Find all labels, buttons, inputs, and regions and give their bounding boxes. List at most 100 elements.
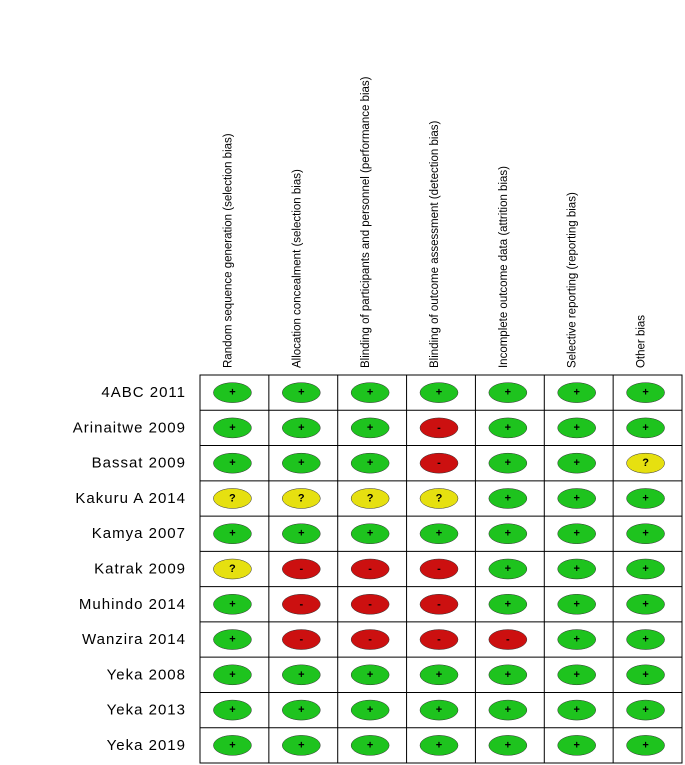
- judgment-symbol: +: [573, 669, 579, 681]
- judgment-symbol: +: [367, 704, 373, 716]
- judgment-symbol: +: [229, 422, 235, 434]
- judgment-symbol: +: [642, 704, 648, 716]
- judgment-dot: [419, 452, 459, 474]
- judgment-symbol: +: [298, 457, 304, 469]
- judgment-symbol: +: [573, 739, 579, 751]
- judgment-dot: [213, 523, 252, 544]
- judgment-symbol: ?: [436, 492, 443, 504]
- judgment-symbol: +: [573, 598, 579, 610]
- judgment-dot: [419, 629, 459, 650]
- judgment-symbol: +: [229, 457, 235, 469]
- judgment-symbol: ?: [367, 492, 374, 504]
- judgment-symbol: +: [436, 704, 442, 716]
- judgment-dot: [419, 735, 459, 756]
- judgment-symbol: ?: [229, 492, 236, 504]
- judgment-dot: [350, 664, 390, 686]
- judgment-symbol: -: [437, 563, 441, 575]
- column-header: Incomplete outcome data (attrition bias): [498, 166, 510, 368]
- judgment-symbol: -: [368, 634, 372, 646]
- judgment-dot: [419, 523, 459, 544]
- judgment-dot: [488, 523, 528, 544]
- judgment-dot: [419, 594, 459, 615]
- judgment-dot: [488, 558, 528, 580]
- judgment-symbol: +: [573, 457, 579, 469]
- judgment-symbol: +: [505, 704, 511, 716]
- column-header: Blinding of participants and personnel (…: [360, 76, 372, 368]
- judgment-dot: [419, 664, 459, 686]
- judgment-dot: [213, 452, 252, 474]
- judgment-symbol: +: [229, 739, 235, 751]
- judgment-dot: [213, 594, 252, 615]
- judgment-dot: [350, 382, 390, 403]
- judgment-dot: [213, 382, 252, 403]
- judgment-dot: [282, 594, 321, 615]
- judgment-symbol: +: [642, 634, 648, 646]
- judgment-symbol: -: [506, 634, 510, 646]
- study-label: 4ABC 2011: [101, 384, 186, 401]
- judgment-symbol: +: [573, 634, 579, 646]
- judgment-symbol: +: [505, 387, 511, 399]
- study-label: Yeka 2013: [107, 702, 186, 719]
- judgment-symbol: +: [298, 669, 304, 681]
- judgment-symbol: +: [505, 739, 511, 751]
- judgment-symbol: +: [573, 563, 579, 575]
- judgment-dot: [350, 558, 390, 580]
- judgment-symbol: +: [505, 457, 511, 469]
- judgment-symbol: +: [229, 634, 235, 646]
- judgment-symbol: +: [573, 387, 579, 399]
- judgment-symbol: +: [229, 704, 235, 716]
- judgment-dot: [557, 452, 596, 474]
- judgment-dot: [626, 735, 665, 756]
- judgment-dot: [488, 664, 528, 686]
- judgment-dot: [350, 629, 390, 650]
- judgment-dot: [626, 664, 665, 686]
- judgment-dot: [213, 629, 252, 650]
- judgment-dot: [557, 594, 596, 615]
- judgment-symbol: +: [367, 422, 373, 434]
- judgment-symbol: -: [299, 598, 303, 610]
- judgment-dot: [626, 452, 665, 474]
- judgment-symbol: +: [229, 598, 235, 610]
- judgment-dot: [557, 699, 596, 721]
- study-label: Katrak 2009: [94, 561, 186, 578]
- judgment-dot: [557, 629, 596, 650]
- judgment-dot: [350, 699, 390, 721]
- judgment-dot: [626, 382, 665, 403]
- judgment-dot: [626, 488, 665, 509]
- judgment-dot: [282, 452, 321, 474]
- judgment-symbol: +: [573, 528, 579, 540]
- judgment-symbol: +: [642, 387, 648, 399]
- judgment-dot: [488, 699, 528, 721]
- judgment-symbol: +: [367, 739, 373, 751]
- judgment-dot: [282, 664, 321, 686]
- judgment-symbol: +: [573, 422, 579, 434]
- judgment-symbol: +: [573, 492, 579, 504]
- judgment-dot: [488, 417, 528, 439]
- judgment-symbol: +: [229, 528, 235, 540]
- judgment-symbol: +: [505, 492, 511, 504]
- judgment-dot: [557, 417, 596, 439]
- study-label: Kakuru A 2014: [75, 490, 186, 507]
- judgment-symbol: +: [367, 457, 373, 469]
- judgment-symbol: +: [436, 528, 442, 540]
- judgment-dot: [419, 699, 459, 721]
- judgment-dot: [419, 558, 459, 580]
- judgment-symbol: +: [436, 669, 442, 681]
- column-header: Other bias: [636, 315, 648, 368]
- judgment-symbol: +: [229, 669, 235, 681]
- study-label: Yeka 2008: [107, 666, 186, 683]
- judgment-dot: [488, 488, 528, 509]
- judgment-dot: [419, 382, 459, 403]
- judgment-symbol: -: [437, 457, 441, 469]
- column-header: Selective reporting (reporting bias): [567, 192, 579, 368]
- judgment-symbol: +: [642, 492, 648, 504]
- judgment-symbol: +: [642, 422, 648, 434]
- judgment-symbol: -: [299, 634, 303, 646]
- judgment-dot: [282, 488, 321, 509]
- judgment-symbol: +: [298, 528, 304, 540]
- judgment-dot: [350, 417, 390, 439]
- judgment-dot: [557, 382, 596, 403]
- study-label: Wanzira 2014: [82, 631, 186, 648]
- column-header: Allocation concealment (selection bias): [291, 169, 303, 368]
